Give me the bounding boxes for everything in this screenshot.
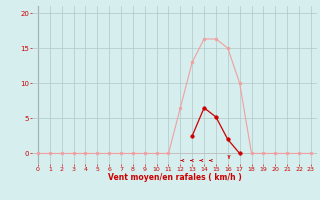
X-axis label: Vent moyen/en rafales ( km/h ): Vent moyen/en rafales ( km/h ) <box>108 173 241 182</box>
